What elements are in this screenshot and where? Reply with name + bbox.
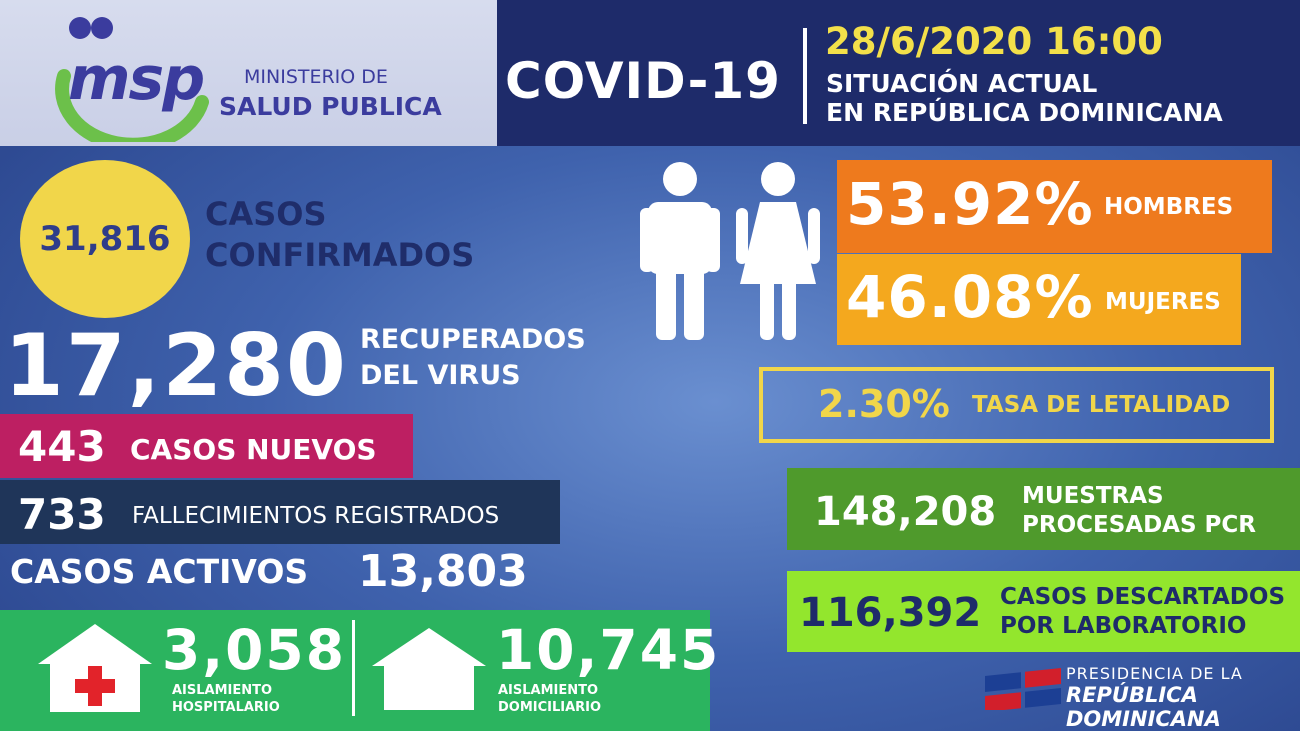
women-label: MUJERES	[1105, 289, 1221, 315]
hospital-isolation-label-line1: AISLAMIENTO	[172, 683, 273, 698]
samples-value: 148,208	[814, 489, 997, 535]
home-isolation-label-line1: AISLAMIENTO	[498, 683, 599, 698]
men-band	[837, 160, 1272, 253]
active-cases-label: CASOS ACTIVOS	[10, 552, 309, 591]
presidency-line2: REPÚBLICA DOMINICANA	[1066, 683, 1221, 731]
recovered-label-line2: DEL VIRUS	[360, 360, 521, 391]
report-datetime: 28/6/2020 16:00	[825, 20, 1163, 63]
recovered-value: 17,280	[4, 316, 348, 416]
hospital-isolation-value: 3,058	[162, 618, 346, 682]
presidency-line1: PRESIDENCIA DE LA	[1066, 664, 1243, 683]
recovered-label-line1: RECUPERADOS	[360, 324, 586, 355]
deaths-band	[0, 480, 560, 544]
discarded-label-line1: CASOS DESCARTADOS	[1000, 584, 1286, 610]
msp-acronym: msp	[68, 44, 205, 114]
header-band	[497, 0, 1300, 146]
samples-label-line2: PROCESADAS PCR	[1022, 512, 1256, 538]
msp-logo-icon	[55, 17, 209, 142]
lethality-label: TASA DE LETALIDAD	[972, 392, 1231, 418]
confirmed-value: 31,816	[39, 219, 171, 259]
header-subtitle-line2: EN REPÚBLICA DOMINICANA	[826, 98, 1223, 127]
discarded-label-line2: POR LABORATORIO	[1000, 613, 1247, 639]
lethality-value: 2.30%	[818, 382, 950, 426]
new-cases-label: CASOS NUEVOS	[130, 433, 377, 466]
isolation-divider	[352, 620, 355, 716]
deaths-label: FALLECIMIENTOS REGISTRADOS	[132, 503, 500, 529]
deaths-value: 733	[18, 490, 106, 539]
hospital-icon	[38, 624, 152, 712]
discarded-band	[787, 571, 1300, 652]
men-label: HOMBRES	[1104, 194, 1234, 220]
home-isolation-value: 10,745	[496, 618, 721, 682]
confirmed-label-line1: CASOS	[205, 195, 327, 233]
home-isolation-label-line2: DOMICILIARIO	[498, 700, 602, 715]
confirmed-circle: 31,816	[20, 160, 190, 318]
ministry-name-line1: MINISTERIO DE	[244, 66, 388, 88]
new-cases-band	[0, 414, 413, 478]
active-cases-value: 13,803	[358, 546, 528, 597]
men-percentage: 53.92%	[846, 170, 1094, 238]
lethality-box	[759, 367, 1274, 443]
women-band	[837, 254, 1241, 345]
man-icon	[640, 162, 720, 340]
header-subtitle-line1: SITUACIÓN ACTUAL	[826, 69, 1098, 98]
ministry-name-line2: SALUD PUBLICA	[219, 92, 442, 121]
hospital-isolation-label-line2: HOSPITALARIO	[172, 700, 280, 715]
samples-label-line1: MUESTRAS	[1022, 483, 1164, 509]
discarded-value: 116,392	[799, 590, 982, 636]
house-icon	[372, 628, 486, 710]
confirmed-label-line2: CONFIRMADOS	[205, 236, 475, 274]
woman-icon	[736, 162, 820, 340]
header-divider	[803, 28, 807, 124]
samples-band	[787, 468, 1300, 550]
dominican-flag-icon	[985, 668, 1061, 710]
women-percentage: 46.08%	[846, 263, 1094, 331]
new-cases-value: 443	[18, 422, 106, 471]
page-title: COVID-19	[505, 52, 781, 110]
